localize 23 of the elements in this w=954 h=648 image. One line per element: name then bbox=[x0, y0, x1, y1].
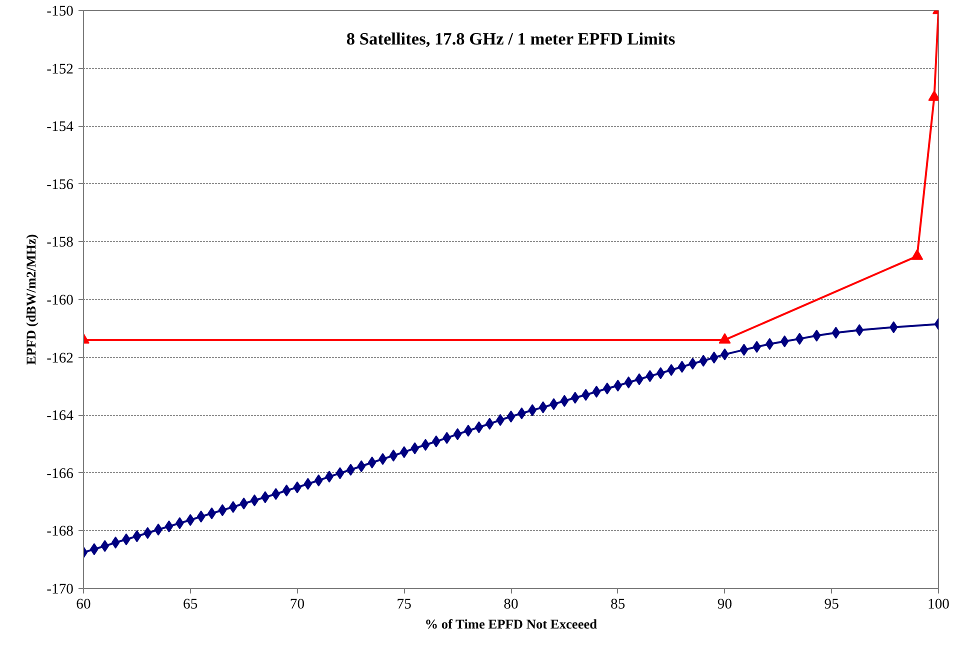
y-tick-label: -150 bbox=[46, 4, 74, 20]
y-tick-label: -160 bbox=[46, 292, 74, 308]
x-tick-label: 95 bbox=[824, 596, 839, 612]
x-tick-label: 100 bbox=[928, 596, 950, 612]
y-axis-title: EPFD (dBW/m2/MHz) bbox=[24, 234, 39, 365]
y-tick-label: -162 bbox=[46, 350, 74, 366]
x-tick-label: 65 bbox=[183, 596, 198, 612]
x-tick-label: 75 bbox=[396, 596, 412, 612]
x-tick-label: 85 bbox=[610, 596, 626, 612]
x-tick-label: 80 bbox=[504, 596, 518, 612]
x-tick-label: 70 bbox=[290, 596, 305, 612]
x-axis-title: % of Time EPFD Not Exceeed bbox=[424, 616, 598, 632]
x-tick-label: 60 bbox=[76, 596, 91, 612]
y-tick-label: -170 bbox=[46, 582, 74, 598]
text: 8 Satellites, 17.8 GHz / 1 meter EPFD Limits bbox=[346, 30, 676, 48]
y-tick-label: -152 bbox=[46, 61, 74, 78]
y-tick-label: -156 bbox=[46, 176, 74, 193]
y-tick-label: -164 bbox=[46, 408, 74, 424]
y-tick-label: -154 bbox=[46, 119, 74, 136]
x-tick-label: 90 bbox=[717, 596, 732, 612]
y-tick-label: -158 bbox=[46, 234, 74, 251]
y-tick-label: -166 bbox=[46, 466, 74, 482]
y-tick-label: -168 bbox=[46, 524, 74, 540]
